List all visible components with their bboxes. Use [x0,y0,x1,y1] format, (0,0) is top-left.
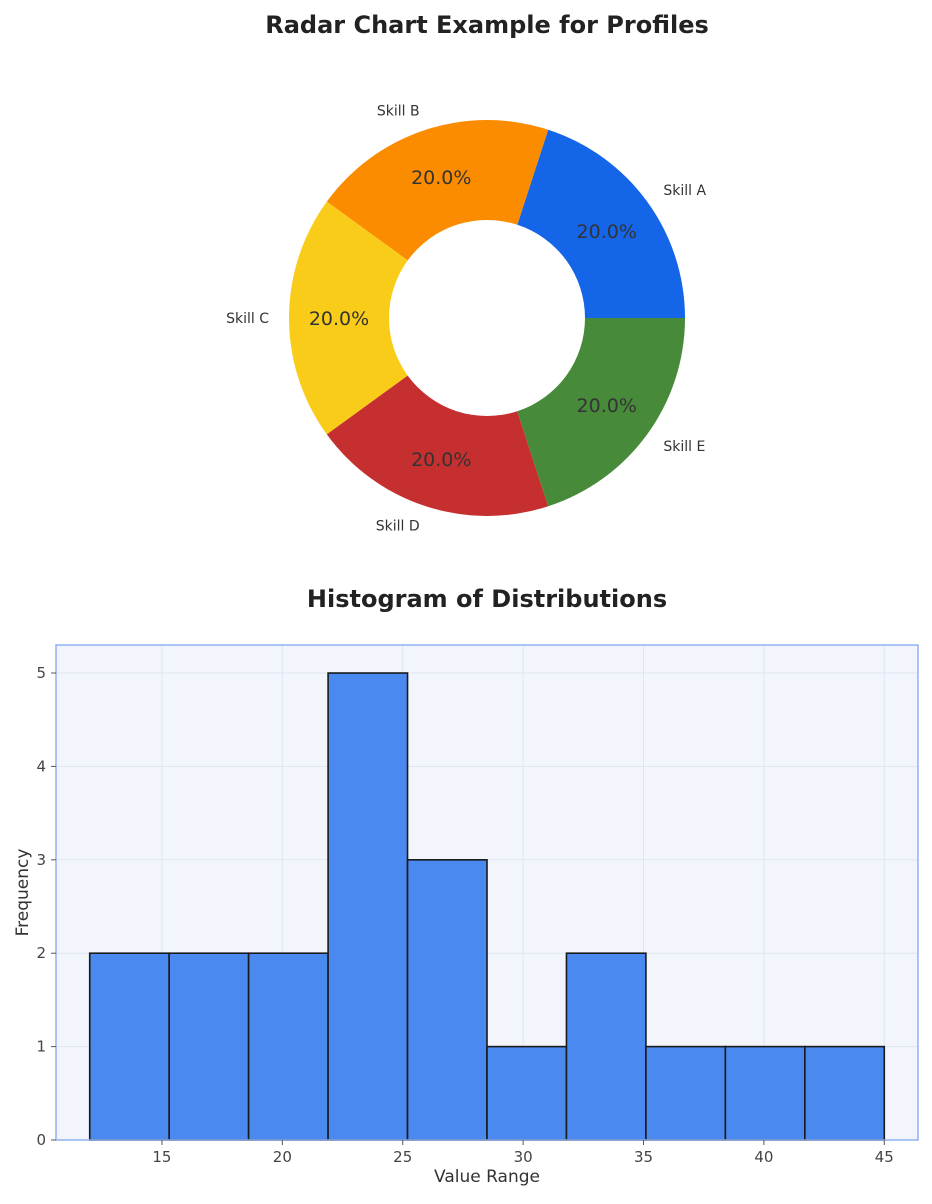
slice-percent-label: 20.0% [411,449,471,471]
slice-label: Skill A [663,183,706,199]
histogram-bar [565,952,647,1141]
y-axis-label: Frequency [13,849,33,937]
slice-label: Skill B [377,104,420,120]
x-tick-label: 30 [514,1148,533,1166]
y-tick-label: 5 [36,664,46,682]
y-tick-label: 4 [36,757,46,775]
donut-slice [326,120,549,261]
donut-slice [326,375,549,517]
histogram-bar [247,952,329,1141]
slice-percent-label: 20.0% [309,308,369,330]
y-tick-label: 2 [36,944,46,962]
y-tick-label: 3 [36,851,46,869]
x-tick-label: 20 [273,1148,292,1166]
x-axis-label: Value Range [434,1167,540,1187]
histogram-bar [724,1045,806,1141]
histogram-bar [406,859,488,1141]
y-tick-label: 1 [36,1038,46,1056]
slice-label: Skill D [376,518,420,534]
histogram-bar [804,1045,886,1141]
histogram-bar [327,672,409,1141]
slice-percent-label: 20.0% [411,167,471,189]
donut-chart-title: Radar Chart Example for Profiles [265,11,709,39]
histogram-title: Histogram of Distributions [307,585,667,613]
x-tick-label: 15 [152,1148,171,1166]
donut-slice [517,129,685,318]
donut-slice [289,201,408,435]
slice-percent-label: 20.0% [577,395,637,417]
histogram-bar [168,952,250,1141]
donut-chart: Skill A 20.0% Skill B 20.0% Skill C 20.0% Skil… [226,104,706,535]
histogram-bar [486,1045,568,1141]
x-tick-label: 45 [875,1148,894,1166]
slice-label: Skill E [663,439,705,455]
slice-label: Skill C [226,311,269,327]
x-tick-label: 25 [393,1148,412,1166]
slice-percent-label: 20.0% [577,221,637,243]
donut-slice [517,318,685,507]
histogram-bar [88,952,170,1141]
plot-frame [55,644,919,1141]
x-tick-label: 35 [634,1148,653,1166]
x-tick-label: 40 [754,1148,773,1166]
histogram-bar [645,1045,727,1141]
y-tick-label: 0 [36,1131,46,1149]
